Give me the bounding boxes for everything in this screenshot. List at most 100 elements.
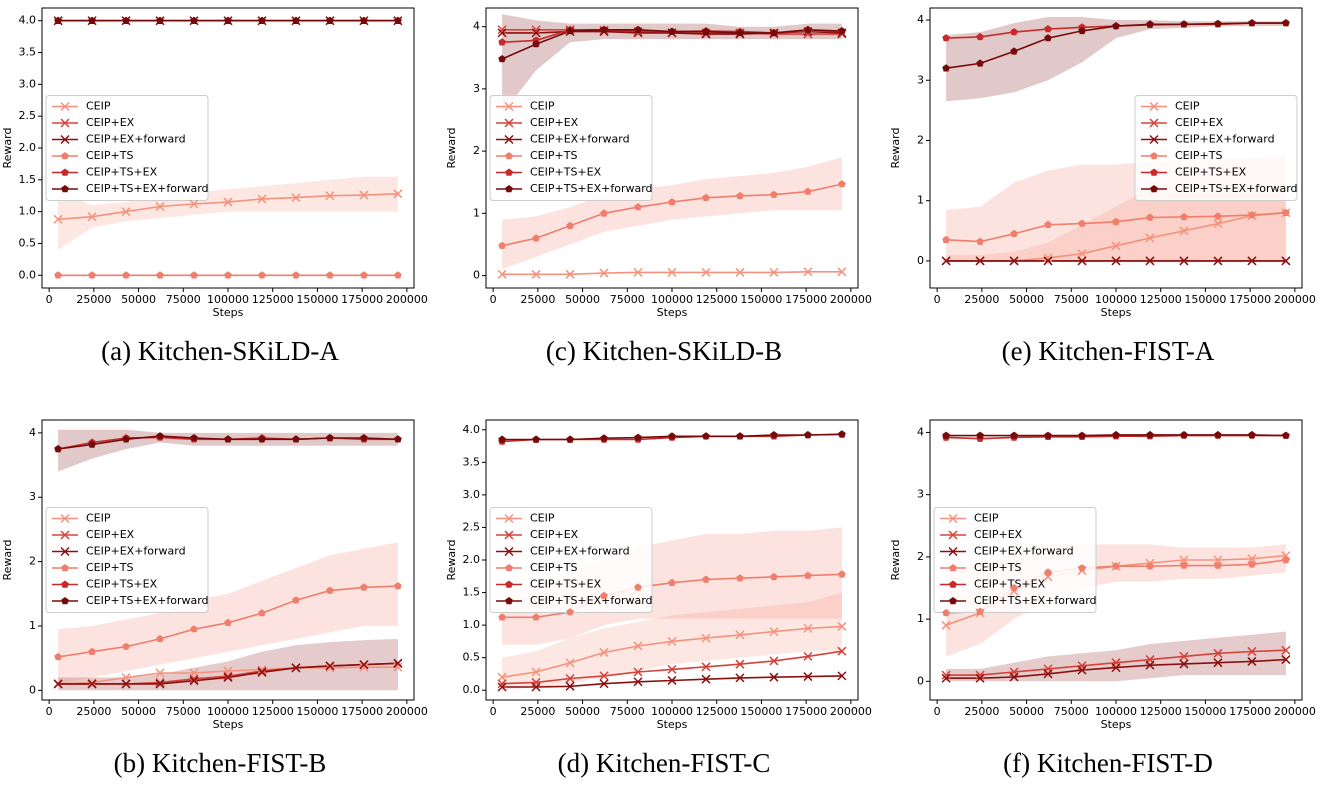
marker	[769, 267, 779, 277]
x-tick-label: 125000	[696, 293, 738, 306]
x-tick-label: 125000	[252, 293, 294, 306]
marker	[1248, 211, 1256, 219]
legend-label: CEIP+TS	[974, 561, 1021, 574]
marker	[1043, 256, 1053, 266]
marker	[1044, 220, 1052, 228]
y-tick-label: 1.0	[19, 205, 37, 218]
marker	[223, 671, 233, 681]
marker	[668, 198, 676, 206]
x-tick-label: 25000	[964, 293, 999, 306]
legend-marker	[505, 580, 513, 588]
marker	[155, 679, 165, 689]
legend-marker	[505, 597, 513, 605]
marker	[634, 433, 642, 441]
marker	[88, 647, 96, 655]
marker	[1282, 208, 1290, 216]
legend-label: CEIP+EX+forward	[974, 545, 1074, 558]
marker	[155, 668, 165, 678]
y-tick-label: 4	[917, 13, 924, 26]
marker	[1213, 648, 1223, 658]
marker	[156, 634, 164, 643]
marker	[359, 660, 369, 670]
marker	[803, 267, 813, 277]
x-tick-label: 0	[490, 705, 497, 718]
marker	[701, 267, 711, 277]
marker	[53, 214, 63, 224]
x-tick-label: 50000	[1009, 705, 1044, 718]
marker	[394, 582, 402, 590]
band	[946, 17, 1286, 102]
x-tick-label: 200000	[830, 705, 872, 718]
marker	[190, 271, 198, 279]
marker	[292, 596, 300, 604]
y-tick-label: 1	[917, 194, 924, 207]
x-axis-label: Steps	[1101, 306, 1132, 319]
chart: 0 25000 50000 75000 100000 125000 150000 175000…	[889, 419, 1316, 778]
caption: (e) Kitchen-FIST-A	[1002, 336, 1215, 366]
x-tick-label: 25000	[76, 293, 111, 306]
marker	[88, 271, 96, 279]
marker	[1180, 561, 1188, 569]
legend-marker	[505, 152, 513, 160]
y-tick-label: 0	[29, 683, 36, 696]
y-axis-label: Reward	[1, 128, 14, 169]
marker	[393, 662, 403, 672]
y-tick-label: 2	[29, 555, 36, 568]
marker	[1214, 212, 1222, 220]
legend-label: CEIP+TS+EX+forward	[530, 182, 653, 195]
marker	[976, 32, 984, 41]
y-axis-label: Reward	[445, 540, 458, 581]
marker	[975, 673, 985, 683]
legend-label: CEIP+TS	[1175, 149, 1222, 162]
marker	[803, 672, 813, 682]
legend-box	[1134, 95, 1298, 201]
marker	[1247, 656, 1257, 666]
marker	[769, 656, 779, 666]
legend-box	[489, 95, 653, 201]
marker	[838, 430, 846, 438]
x-tick-label: 0	[490, 293, 497, 306]
legend-label: CEIP+EX+forward	[86, 133, 186, 146]
marker	[600, 434, 608, 442]
legend-marker	[504, 546, 514, 557]
marker	[804, 571, 812, 579]
legend-marker	[1149, 134, 1159, 145]
chart: 0 25000 50000 75000 100000 125000 150000 175000…	[889, 7, 1316, 366]
legend-marker	[60, 530, 70, 540]
band	[58, 542, 398, 684]
marker	[1180, 212, 1188, 221]
y-tick-label: 4	[473, 20, 480, 33]
marker	[769, 672, 779, 682]
x-tick-label: 200000	[386, 705, 428, 718]
marker	[258, 16, 266, 24]
marker	[1213, 658, 1223, 668]
marker	[1112, 22, 1120, 30]
caption: (b) Kitchen-FIST-B	[114, 748, 327, 778]
marker	[1112, 562, 1120, 570]
marker	[1009, 256, 1019, 266]
marker	[566, 608, 574, 616]
legend-marker	[504, 530, 514, 540]
legend-marker	[949, 580, 957, 588]
marker	[702, 432, 710, 440]
marker	[189, 674, 199, 684]
legend-label: CEIP+EX	[530, 528, 579, 541]
marker	[532, 435, 540, 443]
marker	[1044, 568, 1052, 576]
x-tick-label: 25000	[76, 705, 111, 718]
marker	[1077, 665, 1087, 675]
y-tick-label: 4	[29, 426, 36, 439]
marker	[1010, 431, 1018, 439]
y-tick-label: 3.0	[463, 488, 481, 501]
marker	[1145, 660, 1155, 670]
marker	[292, 435, 300, 443]
marker	[837, 267, 847, 277]
y-tick-label: 1	[917, 612, 924, 625]
marker	[87, 679, 97, 689]
caption: (f) Kitchen-FIST-D	[1003, 748, 1213, 778]
chart: 0 25000 50000 75000 100000 125000 150000 175000…	[1, 419, 428, 778]
marker	[565, 681, 575, 691]
legend-box	[45, 95, 209, 201]
marker	[1282, 19, 1290, 27]
x-tick-label: 100000	[651, 705, 693, 718]
